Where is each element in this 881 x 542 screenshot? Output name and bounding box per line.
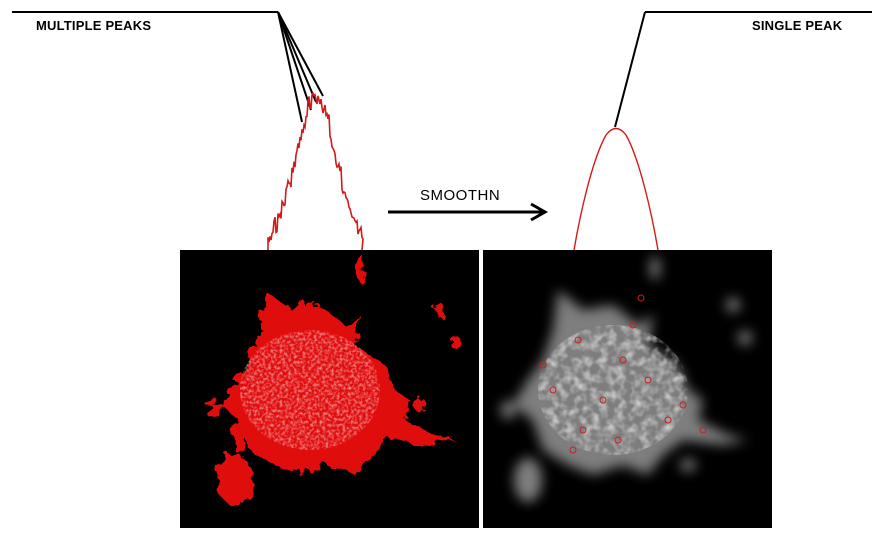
right-leader-lines	[614, 11, 872, 128]
multiple-peaks-label: MULTIPLE PEAKS	[36, 18, 152, 33]
right-leader-1	[614, 11, 646, 128]
smoothed-cell-image-panel	[483, 250, 772, 528]
single-peak-label: SINGLE PEAK	[752, 18, 843, 33]
left-leader-2	[277, 11, 312, 111]
left-leader-4	[277, 11, 324, 97]
raw-cell-image	[207, 256, 461, 505]
raw-cell-image-panel	[180, 250, 479, 528]
smoothn-arrow	[388, 202, 549, 222]
left-leader-1	[277, 11, 303, 123]
left-leader-lines	[12, 11, 324, 123]
noisy-peak-curve	[267, 92, 364, 251]
smooth-peak-curve	[573, 127, 659, 251]
smoothn-label: SMOOTHN	[420, 187, 501, 204]
smoothed-cell-image	[501, 256, 752, 502]
left-leader-3	[277, 11, 317, 103]
